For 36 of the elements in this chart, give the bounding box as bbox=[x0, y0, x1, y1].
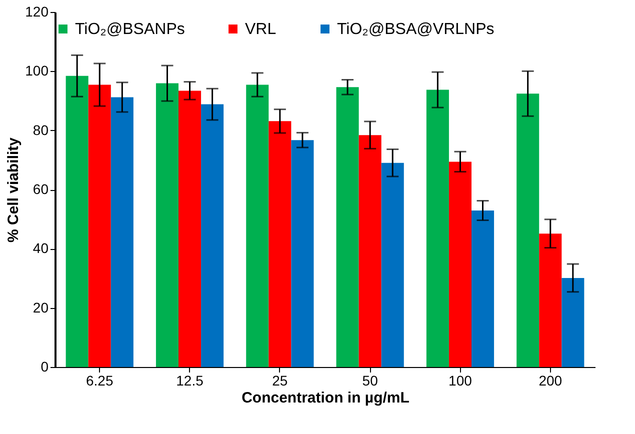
legend-label: VRL bbox=[245, 21, 276, 38]
x-tick-label: 100 bbox=[448, 372, 472, 388]
y-tick-label: 20 bbox=[32, 299, 49, 316]
y-tick-label: 80 bbox=[32, 122, 49, 138]
bar bbox=[539, 234, 562, 367]
bar bbox=[66, 76, 88, 367]
bar bbox=[381, 162, 404, 367]
bar bbox=[562, 278, 584, 367]
x-tick-label: 12.5 bbox=[176, 372, 204, 388]
bar bbox=[156, 83, 179, 367]
y-axis-title: % Cell viability bbox=[5, 136, 22, 243]
bar bbox=[178, 90, 202, 367]
y-tick-label: 40 bbox=[32, 240, 49, 256]
bar bbox=[268, 121, 292, 367]
bar bbox=[246, 84, 269, 367]
x-axis-title: Concentration in µg/mL bbox=[242, 390, 410, 406]
x-tick-label: 6.25 bbox=[86, 372, 114, 388]
x-tick-label: 50 bbox=[362, 372, 378, 388]
bar bbox=[516, 94, 540, 367]
bar bbox=[471, 210, 494, 367]
bar bbox=[201, 104, 224, 367]
bar bbox=[88, 84, 111, 367]
legend-label: TiO₂@BSANPs bbox=[75, 21, 185, 38]
y-tick-label: 0 bbox=[40, 358, 49, 374]
bar bbox=[448, 162, 472, 367]
x-tick-label: 25 bbox=[272, 372, 288, 388]
y-tick-label: 60 bbox=[32, 181, 49, 197]
legend-label: TiO₂@BSA@VRLNPs bbox=[337, 21, 494, 38]
bar bbox=[291, 140, 314, 367]
bar bbox=[358, 135, 382, 367]
x-tick-label: 200 bbox=[538, 372, 562, 388]
y-tick-label: 100 bbox=[25, 62, 49, 79]
bar bbox=[110, 97, 134, 367]
bar bbox=[426, 90, 449, 367]
bar bbox=[336, 87, 359, 367]
y-tick-label: 120 bbox=[25, 4, 49, 20]
